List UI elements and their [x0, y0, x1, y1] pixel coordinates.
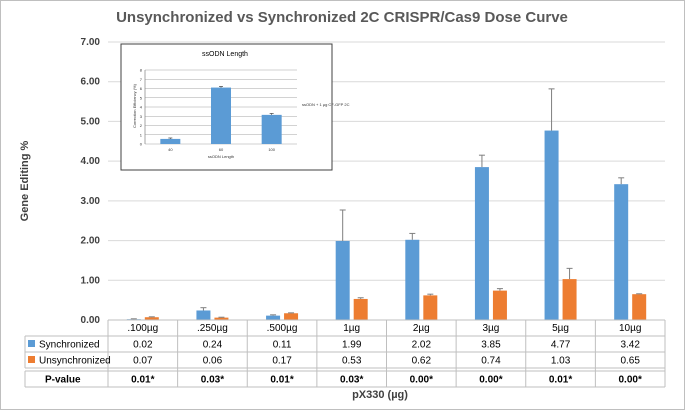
inset-y-tick-label: 8 [140, 68, 143, 73]
x-tick-label: 5µg [552, 323, 569, 334]
inset-x-tick-label: 100 [268, 147, 275, 152]
inset-y-tick-label: 0 [140, 142, 143, 147]
inset-y-tick-label: 4 [140, 105, 143, 110]
y-tick-label: 2.00 [81, 236, 101, 247]
row-label-synchronized: Synchronized [39, 340, 100, 351]
inset-chart: ssODN Length Correction Efficiency (%) s… [120, 43, 350, 171]
bar-synchronized [266, 315, 281, 320]
inset-bars: 40 60 100 [160, 86, 282, 152]
cell-pvalue: 0.01* [549, 375, 572, 386]
inset-y-tick-label: 1 [140, 132, 143, 137]
cell-pvalue: 0.03* [201, 375, 224, 386]
cell-synchronized: 0.11 [273, 340, 292, 351]
bar-synchronized [544, 130, 559, 320]
chart-title: Unsynchronized vs Synchronized 2C CRISPR… [116, 9, 568, 26]
inset-x-axis-label: ssODN Length [208, 154, 234, 159]
x-tick-label: .100µg [127, 323, 158, 334]
y-axis-label: Gene Editing % [19, 140, 31, 221]
inset-bar [160, 138, 181, 144]
bar-unsynchronized [353, 298, 368, 320]
bar-synchronized [474, 167, 489, 320]
x-tick-label: 2µg [413, 323, 430, 334]
inset-y-tick-label: 7 [140, 77, 143, 82]
cell-synchronized: 4.77 [551, 340, 571, 351]
inset-bar [211, 87, 231, 144]
error-bars [130, 88, 643, 320]
inset-y-tick-label: 3 [140, 114, 143, 119]
inset-y-axis-label: Correction Efficiency (%) [132, 83, 137, 128]
cell-unsynchronized: 0.53 [342, 356, 362, 367]
inset-bar [261, 114, 282, 144]
legend-swatch-synchronized [28, 340, 35, 347]
cell-synchronized: 2.02 [412, 340, 432, 351]
legend-swatch-unsynchronized [28, 356, 35, 363]
inset-title: ssODN Length [202, 51, 248, 58]
cell-synchronized: 0.02 [133, 340, 153, 351]
bar-synchronized [196, 310, 211, 320]
x-tick-label: 10µg [619, 323, 641, 334]
y-tick-label: 1.00 [81, 275, 101, 286]
bar-unsynchronized [214, 317, 229, 320]
bar-unsynchronized [492, 290, 507, 320]
bar-unsynchronized [632, 294, 647, 320]
bar-unsynchronized [562, 279, 577, 320]
cell-synchronized: 1.99 [342, 340, 362, 351]
y-tick-label: 6.00 [81, 77, 101, 88]
cell-pvalue: 0.00* [479, 375, 502, 386]
cell-unsynchronized: 1.03 [551, 356, 571, 367]
x-tick-label: 1µg [343, 323, 360, 334]
bars [126, 130, 647, 320]
y-tick-label: 5.00 [81, 116, 101, 127]
cell-unsynchronized: 0.74 [481, 356, 501, 367]
bar-synchronized [405, 239, 420, 320]
y-tick-label: 7.00 [81, 37, 101, 48]
cell-unsynchronized: 0.65 [620, 356, 640, 367]
inset-y-tick-label: 2 [140, 123, 143, 128]
cell-unsynchronized: 0.06 [203, 356, 223, 367]
bar-unsynchronized [284, 313, 299, 320]
cell-unsynchronized: 0.62 [412, 356, 432, 367]
inset-y-tick-label: 5 [140, 95, 143, 100]
data-table: .100µg .250µg .500µg 1µg 2µg 3µg 5µg 10µg Synchr… [24, 319, 666, 388]
inset-x-tick-label: 60 [219, 147, 224, 152]
cell-pvalue: 0.01* [270, 375, 293, 386]
cell-pvalue: 0.00* [410, 375, 433, 386]
cell-unsynchronized: 0.17 [272, 356, 292, 367]
inset-x-tick-label: 40 [168, 147, 173, 152]
y-tick-labels: 0.00 1.00 2.00 3.00 4.00 5.00 6.00 7.00 [81, 37, 101, 326]
bar-unsynchronized [144, 317, 159, 320]
x-tick-label: 3µg [482, 323, 499, 334]
inset-y-tick-label: 6 [140, 86, 143, 91]
row-label-pvalue: P-value [45, 375, 81, 386]
x-tick-label: .250µg [197, 323, 228, 334]
row-label-unsynchronized: Unsynchronized [39, 356, 111, 367]
cell-pvalue: 0.00* [619, 375, 642, 386]
x-axis-label: pX330 (µg) [352, 389, 408, 401]
cell-unsynchronized: 0.07 [133, 356, 153, 367]
bar-unsynchronized [423, 295, 438, 320]
bar-synchronized [614, 184, 629, 320]
y-tick-label: 4.00 [81, 156, 101, 167]
y-tick-label: 0.00 [81, 315, 101, 326]
cell-pvalue: 0.03* [340, 375, 363, 386]
cell-synchronized: 3.42 [620, 340, 640, 351]
cell-synchronized: 0.24 [203, 340, 223, 351]
y-tick-label: 3.00 [81, 196, 101, 207]
cell-pvalue: 0.01* [131, 375, 154, 386]
cell-synchronized: 3.85 [481, 340, 501, 351]
inset-legend: ssODN + 1 µg CF-GFP 2C [302, 102, 350, 107]
x-tick-label: .500µg [267, 323, 298, 334]
bar-synchronized [335, 240, 350, 320]
